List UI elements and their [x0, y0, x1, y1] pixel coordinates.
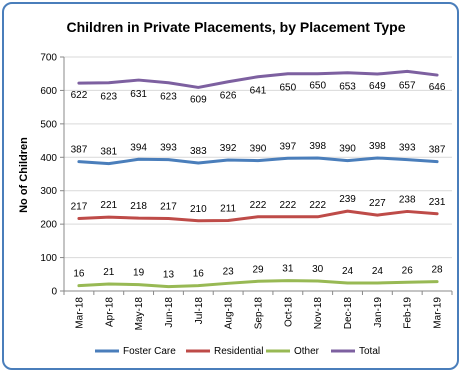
x-tick-label: Jun-18: [164, 297, 175, 328]
x-tick-label: Jan-19: [373, 297, 384, 328]
data-label-residential: 222: [309, 200, 326, 211]
x-tick-label: Jul-18: [194, 297, 205, 325]
y-tick-labels: 0 100 200 300 400 500 600 700: [40, 53, 57, 298]
chart-frame: [2, 2, 459, 370]
data-label-other: 28: [432, 265, 444, 276]
data-label-total: 622: [71, 90, 88, 101]
legend-label-foster-care: Foster Care: [123, 346, 176, 357]
data-label-residential: 210: [190, 204, 207, 215]
data-label-other: 30: [312, 264, 324, 275]
x-tick-label: Dec-18: [343, 297, 354, 330]
data-label-foster-care: 381: [100, 147, 117, 158]
x-tick-label: Mar-18: [74, 297, 85, 329]
data-label-residential: 217: [160, 201, 177, 212]
data-label-residential: 227: [369, 198, 386, 209]
data-labels: 387 381 394 393 383 392 390 397 398 390 398 393 387 2…: [71, 80, 446, 280]
y-tick-label: 400: [40, 153, 57, 164]
data-label-residential: 222: [280, 200, 297, 211]
data-label-foster-care: 383: [190, 146, 207, 157]
x-tick-label: Mar-19: [433, 297, 444, 329]
data-label-total: 641: [250, 86, 267, 97]
data-label-foster-care: 390: [339, 144, 356, 155]
data-label-total: 653: [339, 82, 356, 93]
y-tick-label: 200: [40, 220, 57, 231]
data-label-other: 16: [193, 269, 205, 280]
data-label-residential: 218: [130, 201, 147, 212]
data-label-foster-care: 387: [71, 145, 88, 156]
data-label-residential: 211: [220, 203, 236, 214]
legend-label-residential: Residential: [214, 346, 263, 357]
x-tick-label: Aug-18: [224, 297, 235, 330]
series-line-total: [77, 69, 439, 89]
y-tick-label: 0: [51, 287, 57, 298]
legend-label-other: Other: [294, 346, 320, 357]
chart-title: Children in Private Placements, by Place…: [67, 19, 406, 35]
series-line-foster-care: [77, 156, 439, 166]
data-label-other: 24: [342, 266, 354, 277]
y-tick-label: 500: [40, 119, 57, 130]
data-label-other: 29: [252, 264, 264, 275]
axes: [60, 56, 453, 295]
series-line-residential: [77, 209, 439, 223]
x-tick-labels: Mar-18 Apr-18 May-18 Jun-18 Jul-18 Aug-18 Sep-…: [74, 297, 443, 331]
data-label-other: 31: [282, 264, 294, 275]
data-label-residential: 222: [250, 200, 267, 211]
data-label-total: 631: [130, 89, 147, 100]
data-label-other: 21: [103, 267, 115, 278]
data-label-foster-care: 398: [369, 141, 386, 152]
y-tick-label: 700: [40, 53, 57, 64]
x-tick-label: Nov-18: [313, 297, 324, 330]
gridlines: [64, 56, 452, 259]
data-label-foster-care: 393: [160, 143, 177, 154]
y-tick-label: 300: [40, 186, 57, 197]
x-tick-label: May-18: [134, 297, 145, 331]
data-label-residential: 238: [399, 194, 416, 205]
y-axis-label: No of Children: [18, 137, 30, 213]
data-label-other: 23: [223, 266, 235, 277]
data-label-other: 13: [163, 270, 175, 281]
data-label-total: 657: [399, 80, 416, 91]
data-label-other: 16: [73, 269, 85, 280]
data-label-residential: 239: [339, 194, 356, 205]
data-label-total: 649: [369, 81, 386, 92]
data-label-foster-care: 398: [309, 141, 326, 152]
data-label-total: 623: [160, 92, 177, 103]
data-label-total: 650: [280, 83, 297, 94]
data-label-residential: 217: [71, 201, 88, 212]
legend-label-total: Total: [359, 346, 380, 357]
x-tick-label: Feb-19: [403, 297, 414, 329]
data-label-foster-care: 392: [220, 143, 237, 154]
x-tick-label: Oct-18: [283, 297, 294, 327]
data-label-foster-care: 394: [130, 142, 147, 153]
data-label-other: 24: [372, 266, 384, 277]
y-tick-label: 100: [40, 253, 57, 264]
data-label-foster-care: 393: [399, 143, 416, 154]
x-tick-label: Sep-18: [254, 297, 265, 330]
data-label-total: 626: [220, 91, 237, 102]
data-label-residential: 231: [429, 197, 446, 208]
y-tick-label: 600: [40, 86, 57, 97]
data-label-total: 650: [309, 81, 326, 92]
data-label-foster-care: 387: [429, 145, 446, 156]
data-label-foster-care: 397: [280, 141, 297, 152]
data-label-total: 623: [100, 92, 117, 103]
data-label-total: 609: [190, 94, 207, 105]
series-lines: [77, 69, 439, 289]
data-label-other: 19: [133, 268, 145, 279]
x-tick-label: Apr-18: [104, 297, 115, 327]
data-label-residential: 221: [100, 200, 117, 211]
data-label-total: 646: [429, 82, 446, 93]
legend: Foster Care Residential Other Total: [95, 346, 380, 357]
data-label-foster-care: 390: [250, 144, 267, 155]
series-line-other: [77, 279, 439, 289]
data-label-other: 26: [402, 265, 414, 276]
